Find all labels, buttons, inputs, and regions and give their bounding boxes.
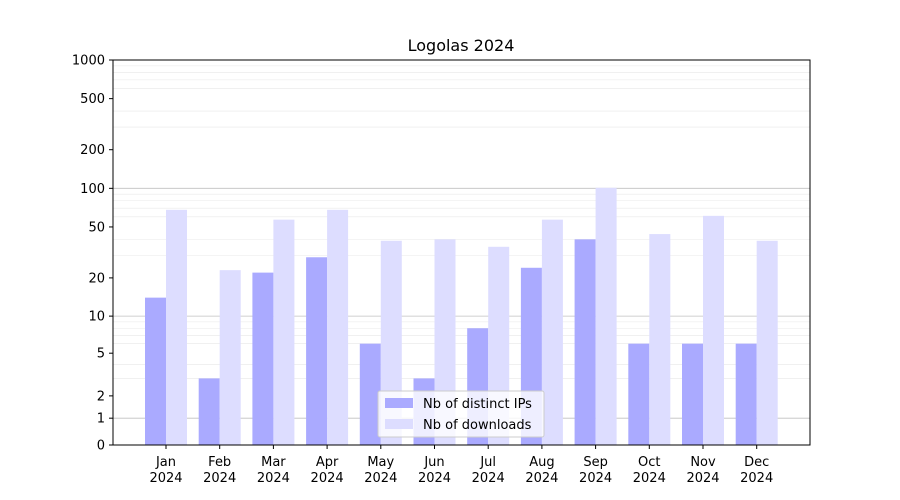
bar-distinct-ips [145,297,166,445]
x-axis: Jan2024Feb2024Mar2024Apr2024May2024Jun20… [149,445,773,486]
legend-box [377,390,545,438]
bar-distinct-ips [252,272,274,445]
x-tick-label-month: Dec [744,455,769,470]
bar-distinct-ips [574,239,596,445]
y-tick-label: 5 [97,347,105,362]
x-tick-label-month: Feb [208,455,231,470]
y-axis: 0 1 2 5 10 20 50 100 200 500 1000 [72,54,113,454]
bar-downloads [166,209,187,445]
chart-title: Logolas 2024 [408,36,515,55]
y-tick-label: 2 [97,389,105,404]
bar-distinct-ips [198,378,220,445]
bar-distinct-ips [359,343,381,445]
x-tick-label-year: 2024 [633,471,666,486]
x-tick-label-year: 2024 [579,471,612,486]
bar-distinct-ips [735,343,757,445]
bar-downloads [649,234,671,445]
y-tick-label: 0 [97,439,105,454]
bar-downloads [327,209,349,445]
x-tick-label-month: Mar [261,455,286,470]
x-tick-label-month: Jul [479,455,496,470]
x-tick-label-year: 2024 [364,471,397,486]
bar-distinct-ips [628,343,650,445]
x-tick-label-year: 2024 [311,471,344,486]
legend-label-downloads: Nb of downloads [423,418,532,433]
x-tick-label-month: Jun [423,455,444,470]
legend-swatch-distinct-ips [385,398,413,408]
y-tick-label: 100 [80,182,105,197]
x-tick-label-month: Nov [690,455,716,470]
bar-downloads [756,240,778,445]
x-tick-label-month: May [367,455,394,470]
bar-downloads [273,219,295,445]
y-tick-label: 50 [88,220,105,235]
x-tick-label-year: 2024 [257,471,290,486]
y-tick-label: 20 [88,271,105,286]
x-tick-label-year: 2024 [203,471,236,486]
legend-swatch-downloads [385,419,413,429]
legend: Nb of distinct IPs Nb of downloads [377,390,545,438]
y-tick-label: 10 [88,310,105,325]
y-tick-label: 200 [80,143,105,158]
bar-downloads [595,187,617,446]
x-tick-label-year: 2024 [686,471,719,486]
bar-downloads [219,270,241,445]
y-tick-label: 1 [97,412,105,427]
bar-distinct-ips [682,343,703,445]
x-tick-label-month: Sep [583,455,608,470]
y-tick-label: 500 [80,92,105,107]
bar-downloads [541,219,563,445]
x-tick-label-year: 2024 [418,471,451,486]
x-tick-label-month: Jan [155,455,176,470]
bar-distinct-ips [306,257,328,445]
plot-frame [112,59,811,446]
x-tick-label-month: Apr [316,455,339,470]
y-tick-label: 1000 [72,54,105,69]
x-tick-label-month: Aug [529,455,554,470]
x-tick-label-year: 2024 [740,471,773,486]
bar-downloads [703,215,724,445]
x-tick-label-year: 2024 [525,471,558,486]
x-tick-label-month: Oct [638,455,660,470]
x-tick-label-year: 2024 [472,471,505,486]
x-tick-label-year: 2024 [149,471,182,486]
legend-label-distinct-ips: Nb of distinct IPs [423,397,532,412]
